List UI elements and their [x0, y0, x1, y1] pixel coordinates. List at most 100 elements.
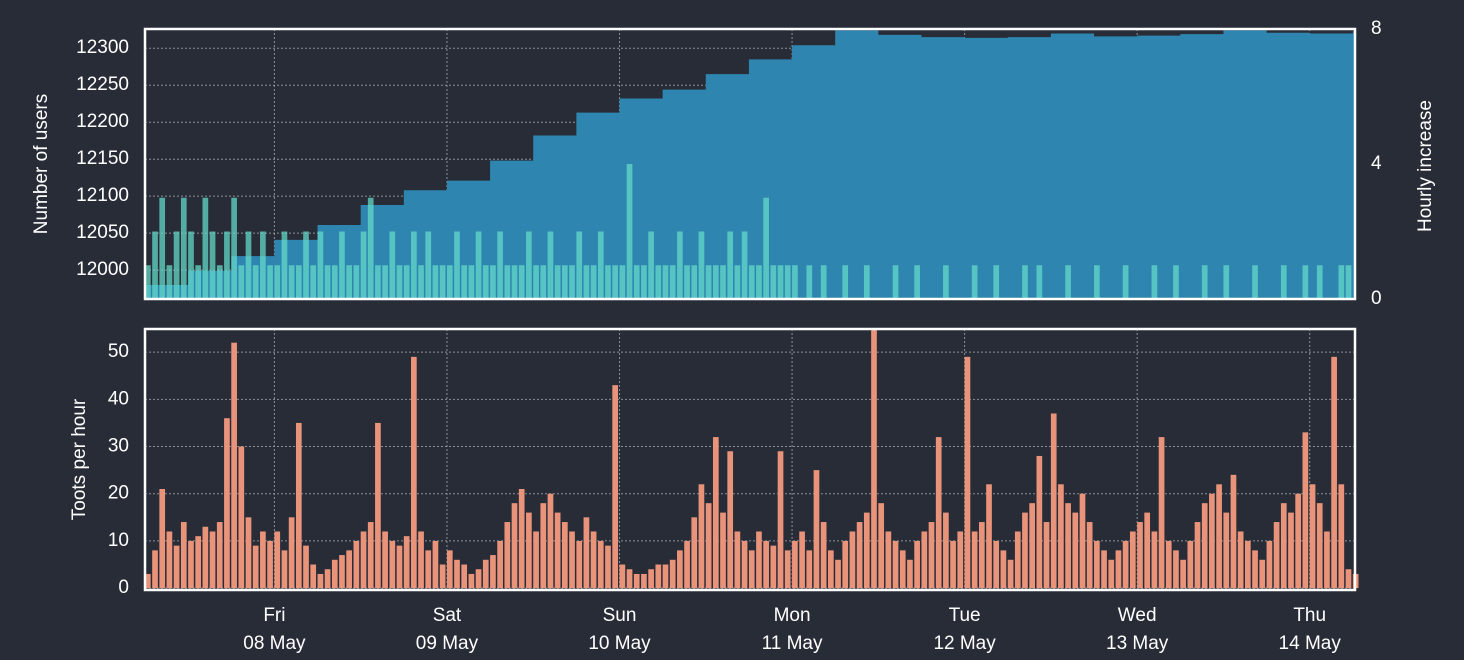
- toots-bar: [166, 531, 173, 589]
- hourly-increase-bar: [195, 265, 202, 299]
- toots-bar: [677, 550, 683, 589]
- y-tick-label: 12300: [76, 37, 129, 58]
- hourly-increase-bar: [382, 265, 388, 299]
- hourly-increase-bar: [526, 231, 532, 299]
- toots-bar: [605, 545, 611, 589]
- toots-bar: [339, 555, 345, 589]
- hourly-increase-bar: [648, 231, 654, 299]
- toots-bar: [231, 342, 237, 589]
- toots-bar: [950, 540, 956, 589]
- toots-bar: [1122, 540, 1129, 589]
- hourly-increase-bar: [224, 231, 230, 299]
- hourly-increase-bar: [1252, 265, 1258, 299]
- toots-bar: [1058, 484, 1064, 589]
- toots-bar: [533, 531, 539, 589]
- toots-bar: [878, 503, 885, 589]
- toots-bar: [1043, 522, 1050, 589]
- hourly-increase-bar: [1094, 265, 1100, 299]
- hourly-increase-bar: [245, 231, 252, 299]
- hourly-increase-bar: [720, 265, 726, 299]
- hourly-increase-bar: [518, 265, 525, 299]
- toots-bar: [1072, 512, 1079, 589]
- hourly-increase-bar: [1173, 265, 1179, 299]
- hourly-increase-bar: [490, 265, 496, 299]
- toots-bar: [806, 550, 813, 589]
- hourly-increase-bar: [209, 231, 216, 299]
- hourly-increase-bar: [411, 231, 417, 299]
- panel-border: [143, 27, 1357, 301]
- hourly-increase-bar: [971, 265, 978, 299]
- toots-bar: [511, 503, 518, 589]
- hourly-increase-bar: [619, 265, 626, 299]
- hourly-increase-bar: [1345, 265, 1352, 299]
- y-tick-label: 12200: [76, 111, 129, 132]
- y2-tick-label: 8: [1371, 18, 1382, 39]
- hourly-increase-bar: [511, 265, 518, 299]
- hourly-increase-bar: [1201, 265, 1208, 299]
- hourly-increase-bar: [633, 265, 640, 299]
- toots-bar: [799, 531, 805, 589]
- toots-bar: [1331, 356, 1337, 589]
- toots-bar: [849, 531, 856, 589]
- toots-bar: [993, 540, 1000, 589]
- toots-bar: [842, 540, 849, 589]
- y2-tick-label: 4: [1371, 153, 1382, 174]
- toots-bar: [224, 418, 230, 589]
- toots-bar: [382, 531, 388, 589]
- hourly-increase-bar: [777, 265, 784, 299]
- hourly-increase-bar: [892, 265, 899, 299]
- toots-bar: [1302, 432, 1309, 589]
- y-tick-label: 12050: [76, 222, 129, 243]
- hourly-increase-bar: [1302, 265, 1309, 299]
- y-tick-label: 50: [108, 341, 129, 362]
- toots-bar: [1173, 550, 1179, 589]
- toots-bar: [1036, 455, 1043, 589]
- hourly-increase-bar: [863, 265, 870, 299]
- toots-bar: [943, 512, 949, 589]
- hourly-increase-bar: [482, 265, 489, 299]
- toots-bar: [828, 550, 834, 589]
- hourly-increase-bar: [360, 231, 367, 299]
- hourly-increase-bar: [274, 265, 281, 299]
- toots-bar: [1237, 531, 1244, 589]
- toots-bar: [612, 385, 619, 589]
- hourly-increase-bar: [288, 265, 295, 299]
- toots-bar: [295, 422, 302, 589]
- toots-bar: [1324, 531, 1330, 589]
- x-tick-label: Fri 08 May: [243, 605, 306, 654]
- hourly-increase-bar: [842, 265, 849, 299]
- toots-bar: [863, 512, 870, 589]
- toots-bar: [684, 540, 690, 589]
- hourly-increase-bar: [748, 265, 755, 299]
- toots-bar: [619, 564, 626, 589]
- toots-bar: [576, 540, 583, 589]
- toots-bar: [720, 512, 726, 589]
- hourly-increase-bar: [188, 231, 194, 299]
- y-tick-label: 30: [108, 436, 129, 457]
- hourly-increase-bar: [705, 265, 712, 299]
- hourly-increase-bar: [727, 231, 734, 299]
- toots-bar: [1108, 559, 1115, 589]
- hourly-increase-bar: [1065, 265, 1071, 299]
- toots-bar: [1295, 493, 1302, 589]
- hourly-increase-bar: [468, 265, 475, 299]
- toots-bar: [403, 536, 410, 589]
- toots-bar: [1309, 484, 1316, 589]
- toots-bar: [1086, 522, 1093, 589]
- toots-bar: [1115, 550, 1122, 589]
- toots-bar: [331, 559, 338, 589]
- toots-bar: [195, 536, 202, 589]
- y-axis-title: Toots per hour: [69, 398, 90, 520]
- toots-bar: [152, 550, 158, 589]
- hourly-increase-bar: [806, 265, 813, 299]
- hourly-increase-bar: [461, 265, 468, 299]
- toots-bar: [360, 531, 367, 589]
- hourly-increase-bar: [684, 265, 690, 299]
- toots-bar: [935, 437, 942, 589]
- toots-bar: [777, 451, 784, 589]
- toots-bar: [734, 531, 741, 589]
- hourly-increase-bar: [267, 265, 273, 299]
- hourly-increase-bar: [756, 265, 762, 299]
- toots-bar: [705, 503, 712, 589]
- toots-bar: [885, 531, 892, 589]
